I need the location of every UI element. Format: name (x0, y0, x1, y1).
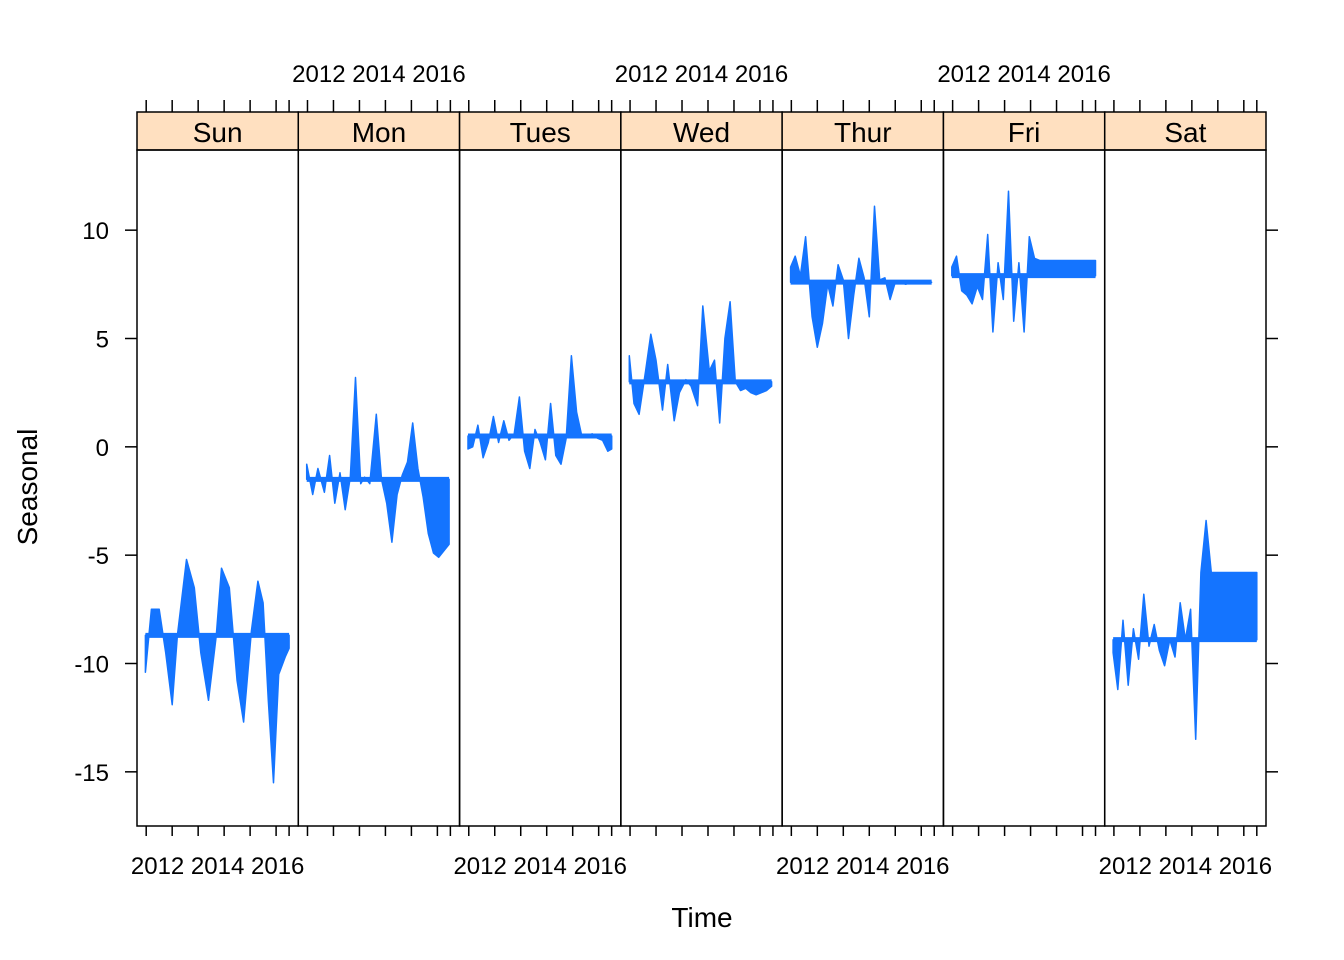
strip-sun (136, 111, 300, 151)
panel-tues: Tues 2012 2014 2016 (453, 100, 627, 880)
strip-fri (942, 111, 1106, 151)
panel-frame (620, 149, 783, 827)
x-tick-labels-bottom: 2012 2014 2016 (776, 853, 950, 880)
panel-thur: Thur 2012 2014 2016 (776, 100, 950, 880)
strip-label: Sat (1164, 117, 1206, 148)
panel-frame (942, 149, 1106, 827)
x-tick-labels-top: 2012 2014 2016 (292, 61, 466, 88)
seasonal-area-fri (951, 190, 1097, 333)
y-tick-label: 10 (82, 218, 109, 245)
x-tick-labels-top: 2012 2014 2016 (615, 61, 789, 88)
strip-label: Tues (510, 117, 571, 148)
y-axis-label: Seasonal (12, 429, 43, 546)
strip-label: Mon (352, 117, 406, 148)
panel-wed: Wed 2012 2014 2016 (615, 61, 789, 836)
y-tick-label: 5 (96, 327, 109, 354)
y-tick-label: 0 (96, 435, 109, 462)
y-tick-label: -5 (88, 543, 109, 570)
seasonal-area-thur (789, 205, 933, 348)
x-axis-label: Time (671, 902, 732, 933)
strip-label: Wed (673, 117, 730, 148)
panel-mon: Mon 2012 2014 2016 (292, 61, 466, 836)
strip-label: Thur (834, 117, 892, 148)
strip-label: Sun (193, 117, 243, 148)
strip-sat (1103, 111, 1267, 151)
y-tick-label: -10 (74, 652, 109, 679)
seasonal-area-mon (305, 376, 450, 559)
panel-frame (1103, 149, 1267, 827)
panel-sun: Sun 2012 2014 2016 (131, 100, 305, 880)
x-tick-labels-top: 2012 2014 2016 (937, 61, 1111, 88)
x-tick-labels-bottom: 2012 2014 2016 (1099, 853, 1273, 880)
x-tick-labels-bottom: 2012 2014 2016 (453, 853, 627, 880)
panel-frame (458, 149, 622, 827)
panel-fri: Fri 2012 2014 2016 (937, 61, 1111, 836)
seasonal-area-sun (144, 558, 290, 784)
seasonal-area-wed (628, 300, 773, 424)
seasonal-area-sat (1112, 519, 1258, 741)
strip-label: Fri (1008, 117, 1041, 148)
x-tick-labels-bottom: 2012 2014 2016 (131, 853, 305, 880)
seasonal-area-tues (467, 355, 613, 470)
y-tick-label: -15 (74, 760, 109, 787)
axes: 10 5 0 -5 -10 -15 (74, 218, 1278, 787)
panel-sat: Sat 2012 2014 2016 (1099, 100, 1273, 880)
panels: Sun 2012 2014 2016 Mon 2012 2014 2016 Tues 20… (131, 61, 1272, 880)
